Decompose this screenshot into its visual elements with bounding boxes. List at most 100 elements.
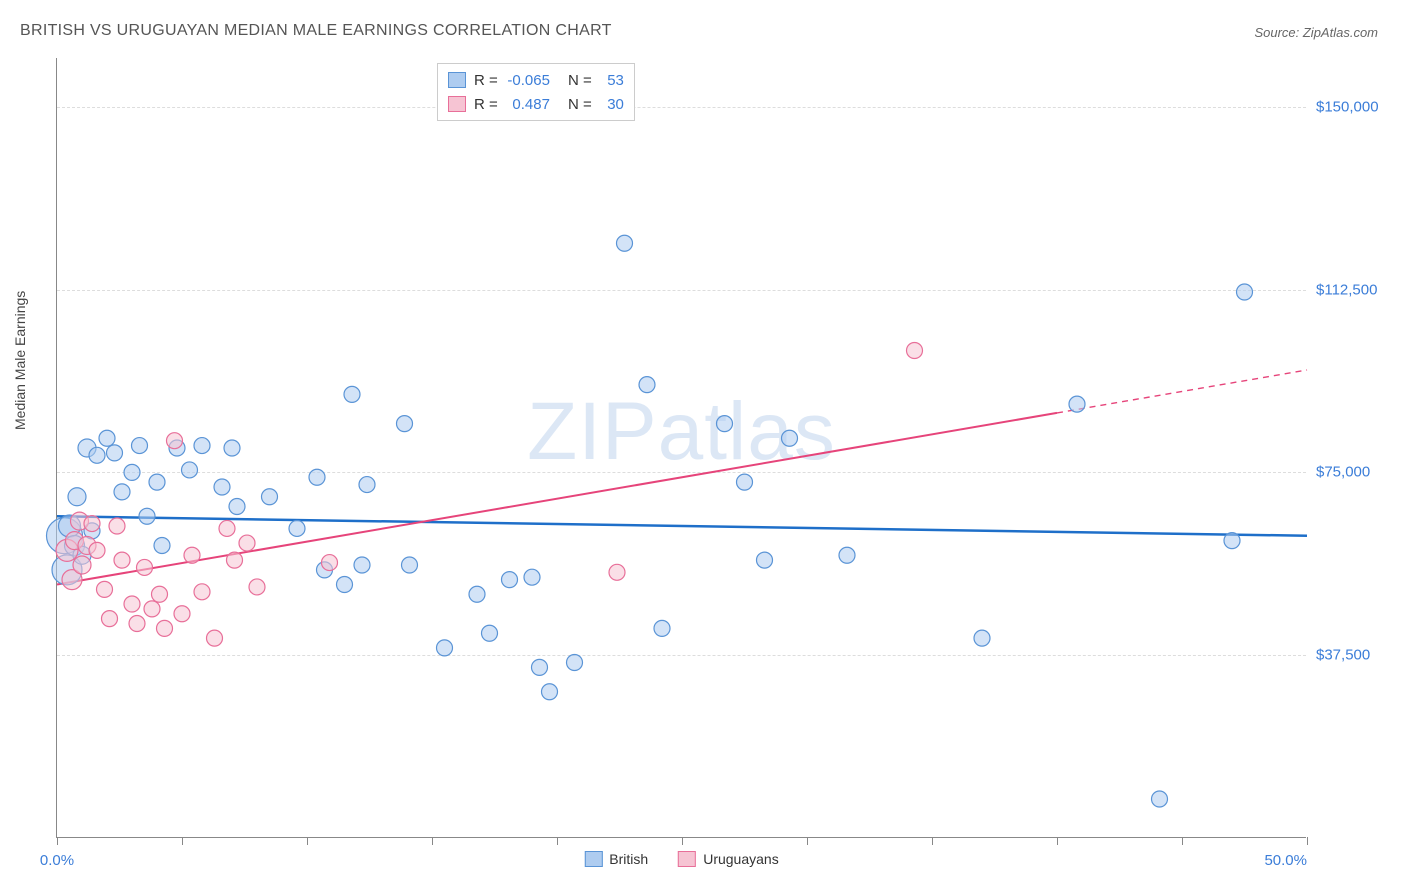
scatter-point: [322, 555, 338, 571]
scatter-point: [524, 569, 540, 585]
scatter-point: [974, 630, 990, 646]
scatter-point: [184, 547, 200, 563]
scatter-point: [207, 630, 223, 646]
source-label: Source: ZipAtlas.com: [1254, 25, 1378, 40]
scatter-point: [114, 552, 130, 568]
scatter-point: [132, 438, 148, 454]
scatter-point: [482, 625, 498, 641]
stat-n-label: N = 30: [568, 96, 624, 113]
scatter-point: [337, 577, 353, 593]
scatter-point: [144, 601, 160, 617]
legend-swatch: [678, 851, 696, 867]
scatter-plot: [57, 58, 1306, 837]
x-tick: [932, 837, 933, 845]
scatter-point: [97, 581, 113, 597]
scatter-point: [167, 433, 183, 449]
scatter-point: [219, 520, 235, 536]
scatter-point: [609, 564, 625, 580]
scatter-point: [502, 572, 518, 588]
scatter-point: [1069, 396, 1085, 412]
scatter-point: [157, 620, 173, 636]
scatter-point: [717, 416, 733, 432]
x-tick: [307, 837, 308, 845]
plot-area: ZIPatlas $37,500$75,000$112,500$150,000 …: [56, 58, 1306, 838]
x-tick: [682, 837, 683, 845]
legend-swatch: [584, 851, 602, 867]
x-tick: [1307, 837, 1308, 845]
scatter-point: [532, 659, 548, 675]
scatter-point: [109, 518, 125, 534]
x-tick: [57, 837, 58, 845]
scatter-point: [737, 474, 753, 490]
scatter-point: [757, 552, 773, 568]
scatter-point: [1152, 791, 1168, 807]
scatter-point: [137, 559, 153, 575]
y-tick-label: $150,000: [1316, 98, 1396, 115]
x-tick: [1182, 837, 1183, 845]
scatter-point: [397, 416, 413, 432]
scatter-point: [152, 586, 168, 602]
stats-legend: R = -0.065 N = 53 R = 0.487N = 30: [437, 63, 635, 121]
scatter-point: [99, 430, 115, 446]
scatter-point: [654, 620, 670, 636]
chart-container: BRITISH VS URUGUAYAN MEDIAN MALE EARNING…: [0, 0, 1406, 892]
stats-legend-row: R = -0.065 N = 53: [448, 68, 624, 92]
scatter-point: [1237, 284, 1253, 300]
x-tick: [432, 837, 433, 845]
legend-swatch: [448, 72, 466, 88]
scatter-point: [102, 611, 118, 627]
scatter-point: [262, 489, 278, 505]
scatter-point: [129, 616, 145, 632]
stat-r-label: R = -0.065: [474, 72, 550, 89]
scatter-point: [149, 474, 165, 490]
scatter-point: [839, 547, 855, 563]
scatter-point: [907, 343, 923, 359]
scatter-point: [344, 386, 360, 402]
scatter-point: [437, 640, 453, 656]
scatter-point: [227, 552, 243, 568]
trend-line: [57, 516, 1307, 536]
scatter-point: [154, 538, 170, 554]
trend-line-dashed: [1057, 370, 1307, 413]
scatter-point: [289, 520, 305, 536]
x-tick: [807, 837, 808, 845]
scatter-point: [124, 464, 140, 480]
scatter-point: [239, 535, 255, 551]
legend-swatch: [448, 96, 466, 112]
scatter-point: [309, 469, 325, 485]
stats-legend-row: R = 0.487N = 30: [448, 92, 624, 116]
y-tick-label: $75,000: [1316, 464, 1396, 481]
x-tick: [182, 837, 183, 845]
x-tick: [1057, 837, 1058, 845]
x-tick-label: 0.0%: [40, 852, 74, 869]
scatter-point: [73, 556, 91, 574]
scatter-point: [174, 606, 190, 622]
stat-n-label: N = 53: [568, 72, 624, 89]
series-legend-item: Uruguayans: [678, 851, 779, 867]
scatter-point: [224, 440, 240, 456]
scatter-point: [107, 445, 123, 461]
scatter-point: [89, 447, 105, 463]
scatter-point: [194, 584, 210, 600]
scatter-point: [1224, 533, 1240, 549]
scatter-point: [402, 557, 418, 573]
scatter-point: [114, 484, 130, 500]
scatter-point: [84, 516, 100, 532]
series-legend-label: British: [609, 851, 648, 867]
scatter-point: [68, 488, 86, 506]
scatter-point: [354, 557, 370, 573]
scatter-point: [542, 684, 558, 700]
y-tick-label: $112,500: [1316, 281, 1396, 298]
scatter-point: [617, 235, 633, 251]
x-tick: [557, 837, 558, 845]
y-tick-label: $37,500: [1316, 647, 1396, 664]
series-legend: British Uruguayans: [584, 851, 778, 867]
scatter-point: [469, 586, 485, 602]
scatter-point: [182, 462, 198, 478]
series-legend-label: Uruguayans: [703, 851, 779, 867]
scatter-point: [214, 479, 230, 495]
x-tick-label: 50.0%: [1264, 852, 1307, 869]
scatter-point: [89, 542, 105, 558]
scatter-point: [139, 508, 155, 524]
chart-title: BRITISH VS URUGUAYAN MEDIAN MALE EARNING…: [20, 22, 612, 40]
